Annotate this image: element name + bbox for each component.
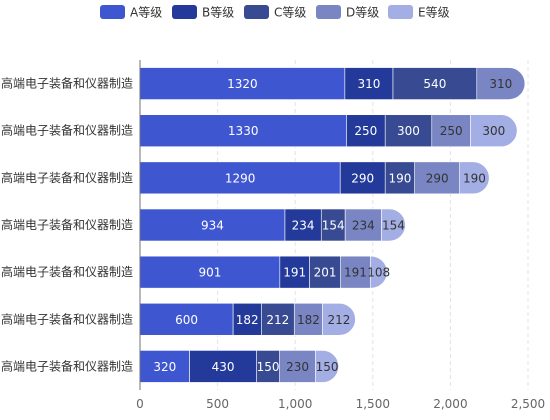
bar-value-label: 310 bbox=[357, 77, 380, 91]
bar-value-label: 150 bbox=[257, 360, 280, 374]
bar-value-label: 150 bbox=[316, 360, 339, 374]
category-label: 高端电子装备和仪器制造 bbox=[1, 170, 133, 185]
bar-value-label: 250 bbox=[354, 124, 377, 138]
x-tick-label: 2,000 bbox=[433, 397, 467, 411]
bar-value-label: 540 bbox=[423, 77, 446, 91]
x-tick-label: 2,500 bbox=[511, 397, 545, 411]
legend-label[interactable]: D等级 bbox=[346, 6, 379, 20]
bar-segment[interactable] bbox=[284, 208, 322, 242]
bar-segment[interactable] bbox=[232, 302, 262, 336]
bars: 1320 310 540 310 1330 250 300 250 300 1290 290 190 2… bbox=[139, 67, 526, 383]
bar-segment[interactable] bbox=[414, 161, 461, 195]
bar-value-label: 201 bbox=[314, 266, 337, 280]
bar-segment[interactable] bbox=[384, 114, 433, 148]
bar-value-label: 300 bbox=[397, 124, 420, 138]
legend: A等级 B等级 C等级 D等级 E等级 bbox=[100, 5, 450, 20]
bar-value-label: 320 bbox=[153, 360, 176, 374]
legend-label[interactable]: A等级 bbox=[130, 6, 162, 20]
bar-segment[interactable] bbox=[309, 255, 341, 289]
legend-swatch[interactable] bbox=[100, 5, 125, 19]
bar-value-label: 1330 bbox=[228, 124, 259, 138]
bar-value-label: 934 bbox=[201, 219, 224, 233]
bar-segment[interactable] bbox=[139, 255, 281, 289]
bar-segment[interactable] bbox=[476, 67, 526, 100]
x-tick-label: 500 bbox=[206, 397, 229, 411]
bar-value-label: 290 bbox=[426, 171, 449, 185]
bar-value-label: 290 bbox=[351, 171, 374, 185]
bar-value-label: 250 bbox=[440, 124, 463, 138]
bar-value-label: 310 bbox=[489, 77, 512, 91]
bar-segment[interactable] bbox=[139, 208, 286, 242]
category-label: 高端电子装备和仪器制造 bbox=[1, 264, 133, 279]
legend-swatch[interactable] bbox=[172, 5, 197, 19]
bar-segment[interactable] bbox=[279, 350, 316, 383]
bar-segment[interactable] bbox=[370, 255, 388, 289]
category-label: 高端电子装备和仪器制造 bbox=[1, 123, 133, 138]
bar-segment[interactable] bbox=[139, 161, 341, 195]
bar-segment[interactable] bbox=[339, 161, 386, 195]
bar-value-label: 190 bbox=[463, 171, 486, 185]
bar-segment[interactable] bbox=[346, 114, 386, 148]
legend-swatch[interactable] bbox=[244, 5, 269, 19]
bar-segment[interactable] bbox=[279, 255, 310, 289]
bar-segment[interactable] bbox=[189, 350, 257, 383]
legend-label[interactable]: B等级 bbox=[202, 6, 234, 20]
bar-value-label: 430 bbox=[212, 360, 235, 374]
bar-segment[interactable] bbox=[470, 114, 518, 148]
bar-value-label: 191 bbox=[344, 266, 367, 280]
bar-value-label: 230 bbox=[286, 360, 309, 374]
bar-value-label: 191 bbox=[283, 266, 306, 280]
bar-segment[interactable] bbox=[344, 67, 394, 100]
bar-segment[interactable] bbox=[293, 302, 323, 336]
x-tick-label: 1,000 bbox=[278, 397, 312, 411]
bar-value-label: 212 bbox=[328, 313, 351, 327]
x-tick-label: 0 bbox=[136, 397, 144, 411]
bar-segment[interactable] bbox=[431, 114, 471, 148]
bar-segment[interactable] bbox=[315, 350, 339, 383]
bar-value-label: 108 bbox=[367, 266, 390, 280]
x-tick-label: 1,500 bbox=[356, 397, 390, 411]
legend-label[interactable]: E等级 bbox=[418, 6, 450, 20]
bar-value-label: 234 bbox=[292, 219, 315, 233]
axes: 0 500 1,000 1,500 2,000 2,500 高端电子装备和仪器制造高端电子装… bbox=[1, 60, 545, 411]
legend-swatch[interactable] bbox=[316, 5, 341, 19]
bar-value-label: 154 bbox=[382, 219, 405, 233]
legend-swatch[interactable] bbox=[388, 5, 413, 19]
bar-value-label: 212 bbox=[266, 313, 289, 327]
bar-value-label: 234 bbox=[352, 219, 375, 233]
bar-value-label: 182 bbox=[297, 313, 320, 327]
bar-segment[interactable] bbox=[139, 114, 347, 148]
bar-segment[interactable] bbox=[322, 302, 356, 336]
category-label: 高端电子装备和仪器制造 bbox=[1, 358, 133, 373]
bar-value-label: 901 bbox=[198, 266, 221, 280]
legend-label[interactable]: C等级 bbox=[274, 6, 306, 20]
bar-value-label: 600 bbox=[175, 313, 198, 327]
bar-value-label: 182 bbox=[236, 313, 259, 327]
bar-value-label: 190 bbox=[389, 171, 412, 185]
bar-segment[interactable] bbox=[139, 302, 234, 336]
bar-segment[interactable] bbox=[340, 255, 371, 289]
bar-value-label: 300 bbox=[482, 124, 505, 138]
bar-value-label: 1320 bbox=[227, 77, 258, 91]
category-label: 高端电子装备和仪器制造 bbox=[1, 217, 133, 232]
bar-segment[interactable] bbox=[381, 208, 406, 242]
category-label: 高端电子装备和仪器制造 bbox=[1, 311, 133, 326]
bar-value-label: 1290 bbox=[225, 171, 256, 185]
bar-segment[interactable] bbox=[261, 302, 295, 336]
bar-value-label: 154 bbox=[322, 219, 345, 233]
category-label: 高端电子装备和仪器制造 bbox=[1, 76, 133, 91]
bar-segment[interactable] bbox=[459, 161, 490, 195]
